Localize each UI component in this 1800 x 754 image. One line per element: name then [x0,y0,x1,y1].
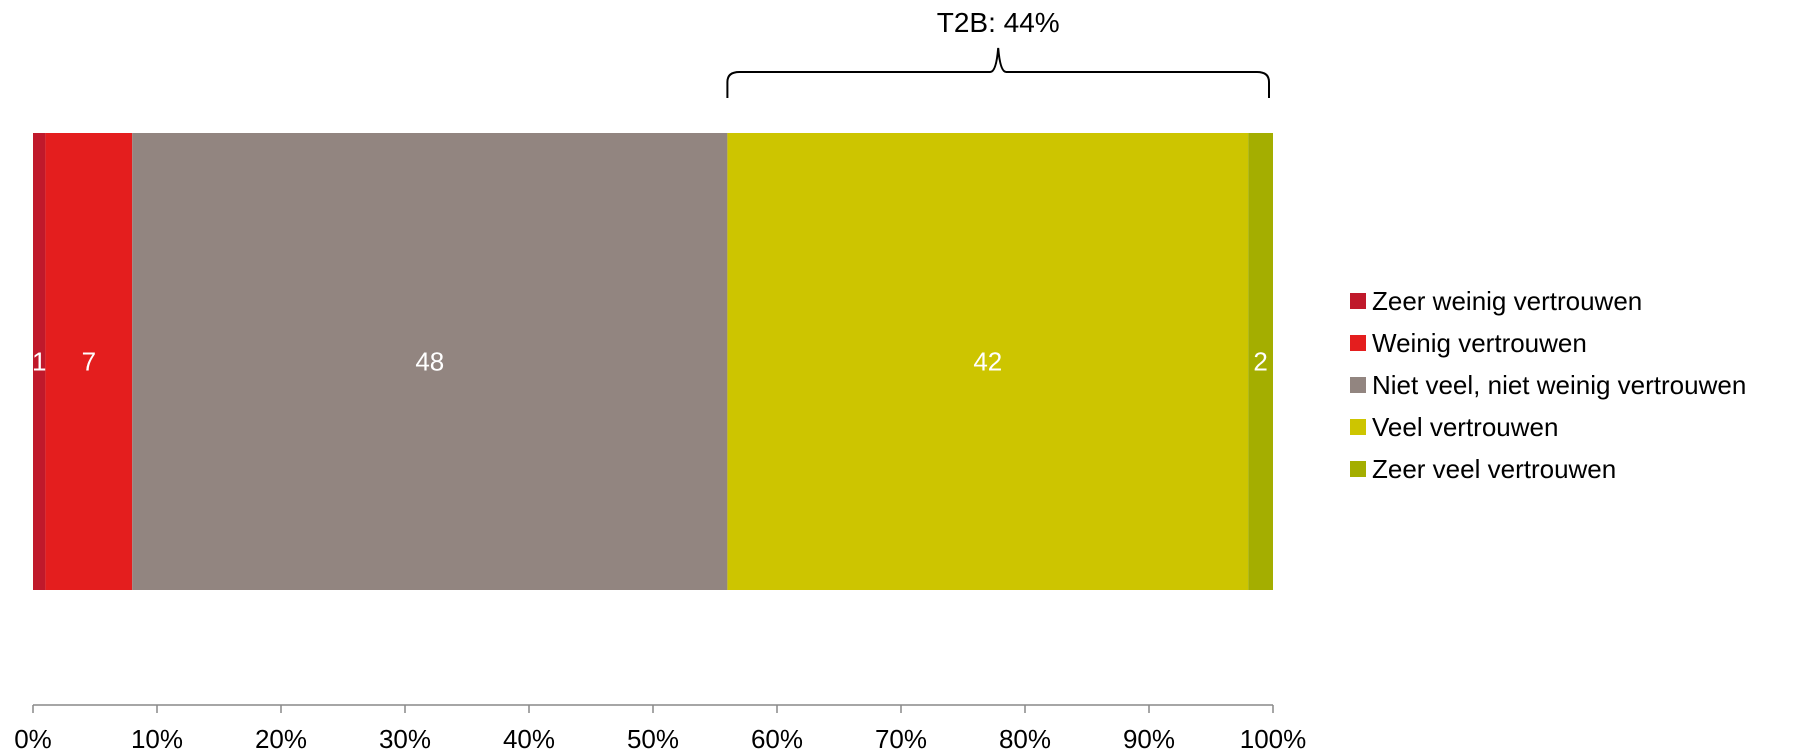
bar-segment [1248,133,1273,590]
bar-data-label: 7 [82,347,96,377]
bar-data-labels: 1 7 48 42 2 [32,347,1268,377]
x-tick-label: 0% [14,724,52,749]
x-tick-label: 70% [875,724,927,749]
t2b-annotation: T2B: 44% [726,7,1270,98]
legend-label: Niet veel, niet weinig vertrouwen [1372,369,1747,400]
bar-data-label: 42 [973,347,1002,377]
bar-segment [132,133,728,590]
x-tick-label: 100% [1240,724,1307,749]
legend-swatch [1350,293,1366,309]
x-axis: 0% 10% 20% 30% 40% 50% 60% 70% 80% 90% 100% [14,704,1307,754]
x-tick-label: 30% [379,724,431,749]
bar-segments [33,133,1273,590]
x-tick-label: 60% [751,724,803,749]
x-tick-label: 10% [131,724,183,749]
legend-label: Weinig vertrouwen [1372,327,1587,358]
legend-item: Zeer veel vertrouwen [1350,448,1746,490]
bar-data-label: 48 [415,347,444,377]
annotation-brace [726,47,1270,98]
legend-item: Niet veel, niet weinig vertrouwen [1350,364,1746,406]
legend-swatch [1350,419,1366,435]
x-tick-label: 80% [999,724,1051,749]
legend-item: Weinig vertrouwen [1350,322,1746,364]
x-tick-label: 20% [255,724,307,749]
legend-item: Zeer weinig vertrouwen [1350,280,1746,322]
x-tick-label: 40% [503,724,555,749]
legend-swatch [1350,377,1366,393]
bar-segment [727,133,1249,590]
legend-label: Veel vertrouwen [1372,411,1559,442]
bar-data-label: 2 [1253,347,1267,377]
bar-segment [33,133,46,590]
legend-label: Zeer weinig vertrouwen [1372,285,1643,316]
legend-swatch [1350,335,1366,351]
legend-label: Zeer veel vertrouwen [1372,453,1617,484]
legend-item: Veel vertrouwen [1350,406,1746,448]
bar-segment [45,133,133,590]
legend: Zeer weinig vertrouwen Weinig vertrouwen N… [1350,280,1746,490]
bar-data-label: 1 [32,347,46,377]
x-tick-label: 90% [1123,724,1175,749]
annotation-label: T2B: 44% [937,7,1060,38]
x-tick-label: 50% [627,724,679,749]
legend-swatch [1350,461,1366,477]
